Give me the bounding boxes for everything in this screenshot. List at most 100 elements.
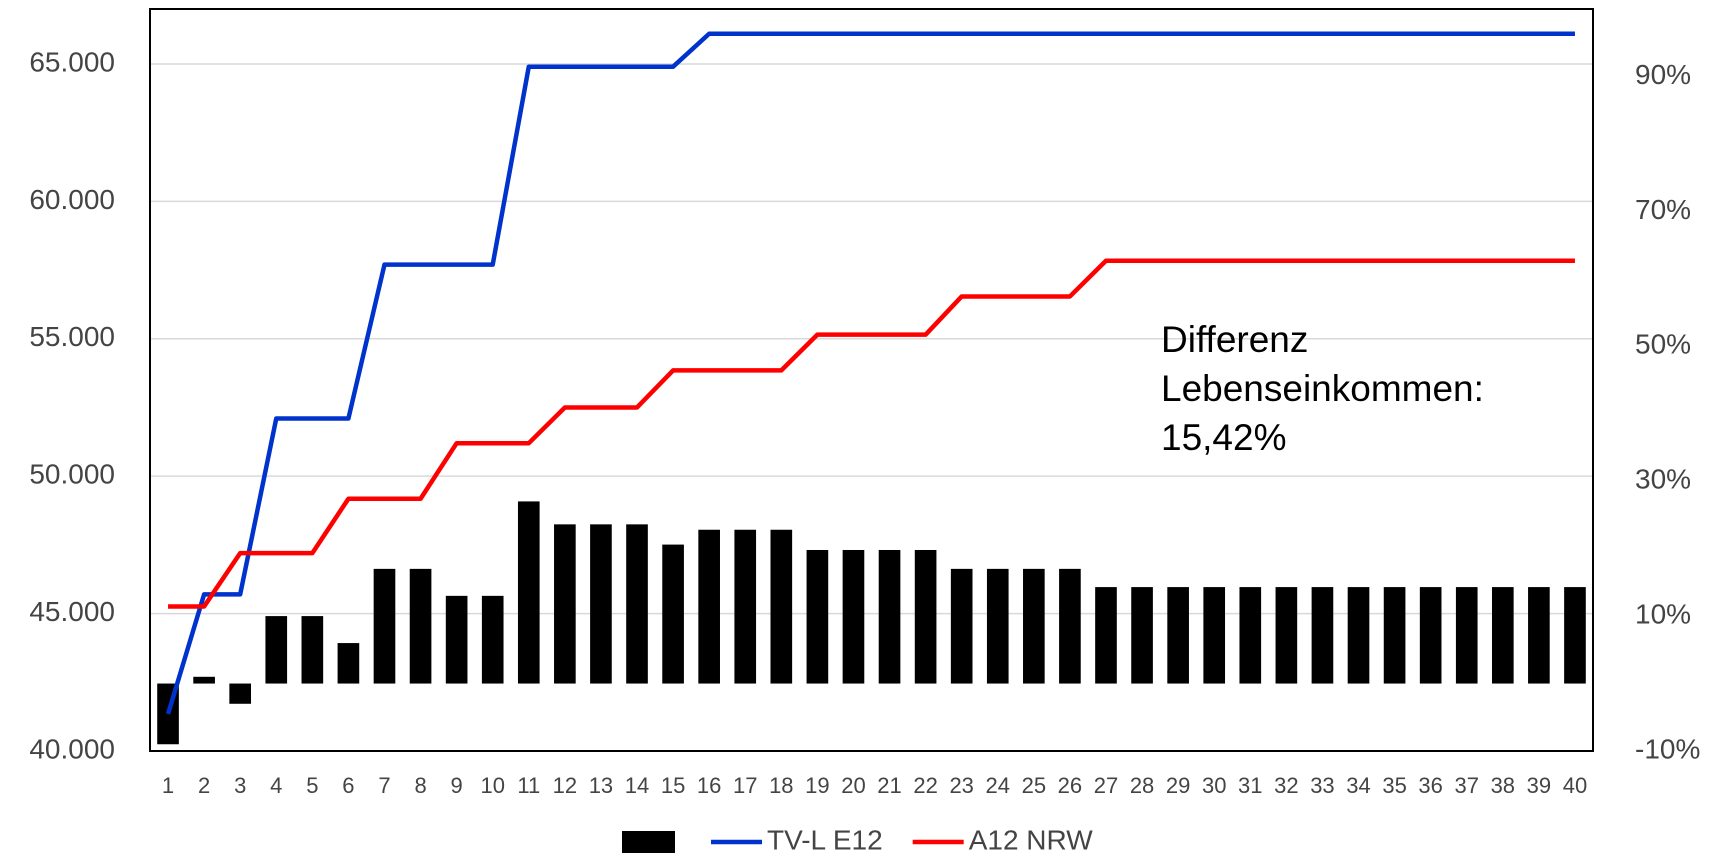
bar — [301, 616, 324, 684]
y2-tick-label: 10% — [1635, 598, 1691, 629]
bar — [914, 549, 937, 684]
bar — [229, 683, 252, 704]
x-tick-label: 7 — [378, 773, 390, 798]
bar — [517, 501, 540, 684]
bar — [1383, 587, 1406, 684]
x-tick-label: 34 — [1346, 773, 1370, 798]
x-tick-label: 16 — [697, 773, 721, 798]
bar — [337, 643, 360, 684]
bar — [662, 544, 684, 684]
x-tick-label: 25 — [1022, 773, 1046, 798]
x-tick-label: 22 — [913, 773, 937, 798]
bar — [373, 568, 396, 684]
x-tick-label: 37 — [1454, 773, 1478, 798]
bar — [1095, 587, 1117, 684]
x-tick-label: 8 — [414, 773, 426, 798]
bar — [445, 595, 468, 684]
bar — [481, 595, 504, 684]
bar — [409, 568, 432, 684]
legend-label: TV-L E12 — [767, 824, 883, 855]
x-tick-label: 28 — [1130, 773, 1154, 798]
y2-tick-label: 30% — [1635, 464, 1691, 495]
bar — [1131, 587, 1153, 684]
bar — [806, 549, 829, 684]
bar — [193, 676, 215, 684]
bar — [1167, 587, 1189, 684]
plot-border — [149, 8, 1594, 752]
line — [168, 258, 1575, 609]
bar — [950, 568, 973, 684]
x-tick-label: 31 — [1238, 773, 1262, 798]
x-tick-label: 19 — [805, 773, 829, 798]
x-tick-label: 36 — [1418, 773, 1442, 798]
bar — [1203, 587, 1226, 684]
y2-tick-label: 50% — [1635, 329, 1691, 360]
x-tick-label: 40 — [1563, 773, 1587, 798]
x-tick-label: 10 — [480, 773, 504, 798]
y2-tick-label: 70% — [1635, 194, 1691, 225]
x-tick-label: 18 — [769, 773, 793, 798]
x-tick-label: 26 — [1058, 773, 1082, 798]
x-tick-label: 5 — [306, 773, 318, 798]
legend-label: A12 NRW — [969, 824, 1094, 855]
y-tick-label: 50.000 — [29, 459, 115, 490]
bar — [1347, 587, 1370, 684]
x-tick-label: 12 — [553, 773, 577, 798]
bar — [1528, 587, 1550, 684]
x-tick-label: 27 — [1094, 773, 1118, 798]
x-tick-label: 23 — [949, 773, 973, 798]
bar — [1239, 587, 1262, 684]
y-tick-label: 55.000 — [29, 321, 115, 352]
bar — [698, 529, 720, 684]
y2-tick-label: 90% — [1635, 59, 1691, 90]
bar — [1419, 587, 1442, 684]
bar — [1023, 568, 1045, 684]
x-tick-label: 38 — [1491, 773, 1515, 798]
bar — [590, 524, 612, 684]
bar — [554, 524, 576, 684]
x-tick-label: 9 — [451, 773, 463, 798]
bar — [1455, 587, 1478, 684]
x-tick-label: 24 — [986, 773, 1010, 798]
bar — [1311, 587, 1334, 684]
x-tick-label: 32 — [1274, 773, 1298, 798]
y-tick-label: 60.000 — [29, 184, 115, 215]
x-tick-label: 14 — [625, 773, 649, 798]
x-tick-label: 11 — [517, 773, 540, 798]
x-tick-label: 2 — [198, 773, 210, 798]
x-tick-label: 35 — [1382, 773, 1406, 798]
x-tick-label: 3 — [234, 773, 246, 798]
x-tick-label: 4 — [270, 773, 282, 798]
legend-swatch — [622, 831, 675, 853]
annotation: 15,42% — [1161, 417, 1287, 458]
bar — [1059, 568, 1081, 684]
bar — [1564, 587, 1586, 684]
bar — [734, 529, 757, 684]
annotation: Lebenseinkommen: — [1161, 368, 1484, 409]
bar — [626, 524, 648, 684]
bar — [1491, 587, 1514, 684]
annotation: Differenz — [1161, 319, 1308, 360]
y-tick-label: 40.000 — [29, 733, 115, 764]
y2-tick-label: -10% — [1635, 733, 1700, 764]
x-tick-label: 6 — [342, 773, 354, 798]
x-tick-label: 39 — [1527, 773, 1551, 798]
y-tick-label: 45.000 — [29, 596, 115, 627]
bar — [265, 616, 288, 684]
x-tick-label: 20 — [841, 773, 865, 798]
x-tick-label: 15 — [661, 773, 685, 798]
bar — [770, 529, 793, 684]
x-tick-label: 1 — [162, 773, 174, 798]
bar — [986, 568, 1009, 684]
x-tick-label: 17 — [733, 773, 757, 798]
x-tick-label: 13 — [589, 773, 613, 798]
x-tick-label: 21 — [877, 773, 901, 798]
y-tick-label: 65.000 — [29, 46, 115, 77]
x-tick-label: 33 — [1310, 773, 1334, 798]
x-tick-label: 29 — [1166, 773, 1190, 798]
bar — [842, 549, 865, 684]
bar — [878, 549, 901, 684]
x-tick-label: 30 — [1202, 773, 1226, 798]
line — [165, 31, 1575, 715]
